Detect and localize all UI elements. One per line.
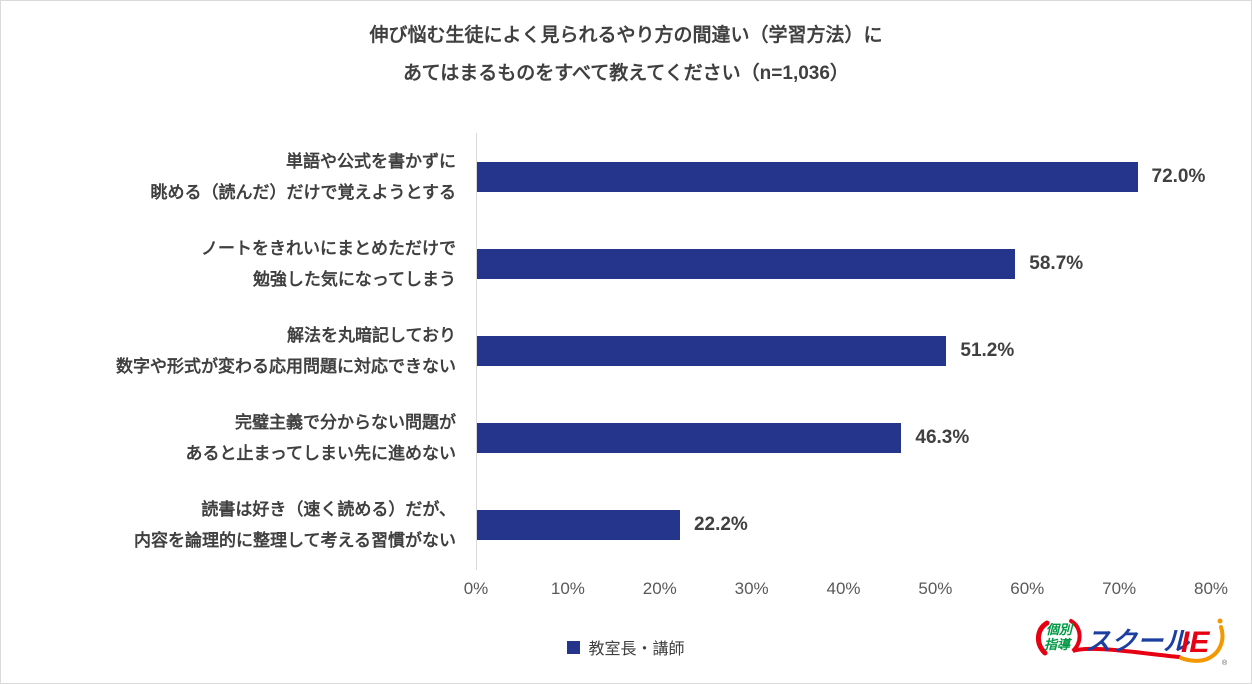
x-axis-tick-label: 0%	[463, 579, 489, 598]
category-label-line: 単語や公式を書かずに	[286, 151, 456, 171]
legend: 教室長・講師	[1, 635, 1251, 659]
x-axis-tick-label: 70%	[1102, 579, 1137, 598]
bar-row: 単語や公式を書かずに眺める（読んだ）だけで覚えようとする 72.0%	[1, 133, 1211, 220]
category-label: 読書は好き（速く読める）だが、内容を論理的に整理して考える習慣がない	[1, 494, 476, 556]
bar-chart-plot-area: 単語や公式を書かずに眺める（読んだ）だけで覚えようとする 72.0% ノートをきれい…	[1, 133, 1211, 568]
school-ie-logo: 個別 指導 スクール IE ®	[1029, 613, 1229, 669]
x-axis: 0% 10% 20% 30% 40% 50% 60% 70% 80%	[464, 579, 1228, 603]
logo-badge-right-paren-swoosh	[1069, 619, 1181, 659]
bar-row: 解法を丸暗記しており数字や形式が変わる応用問題に対応できない 51.2%	[1, 307, 1211, 394]
bar-value-label: 51.2%	[960, 339, 1015, 361]
bar-track: 46.3%	[476, 394, 1211, 481]
logo-badge-left-paren	[1036, 620, 1050, 656]
bar-track: 22.2%	[476, 481, 1211, 568]
x-axis-tick-label: 30%	[734, 579, 769, 598]
bar-track: 51.2%	[476, 307, 1211, 394]
category-label: 解法を丸暗記しており数字や形式が変わる応用問題に対応できない	[1, 320, 476, 382]
bar	[476, 422, 902, 453]
category-label: 単語や公式を書かずに眺める（読んだ）だけで覚えようとする	[1, 146, 476, 208]
y-axis-line	[476, 133, 477, 570]
logo-j-dot	[1217, 618, 1223, 624]
school-ie-logo-graphic: 個別 指導 スクール IE ®	[1036, 618, 1228, 667]
bar-track: 72.0%	[476, 133, 1211, 220]
legend-label: 教室長・講師	[588, 641, 685, 658]
bar-value-label: 46.3%	[915, 426, 970, 448]
logo-badge-text-line2: 指導	[1044, 637, 1072, 652]
chart-title-line2: あてはまるものをすべて教えてください（n=1,036）	[403, 63, 849, 84]
logo-brand-name: スクール	[1085, 626, 1191, 656]
category-label-line: 読書は好き（速く読める）だが、	[201, 499, 456, 519]
x-axis-tick-label: 10%	[550, 579, 585, 598]
category-label-line: ノートをきれいにまとめただけで	[201, 238, 456, 258]
x-axis-tick-label: 80%	[1193, 579, 1229, 598]
category-label-line: 勉強した気になってしまう	[252, 269, 456, 289]
category-label-line: あると止まってしまい先に進めない	[185, 443, 456, 463]
chart-title: 伸び悩む生徒によく見られるやり方の間違い（学習方法）に あてはまるものをすべて教…	[1, 17, 1251, 93]
bar-row: 読書は好き（速く読める）だが、内容を論理的に整理して考える習慣がない 22.2%	[1, 481, 1211, 568]
x-axis-tick-label: 50%	[918, 579, 953, 598]
category-label-line: 完璧主義で分からない問題が	[235, 412, 456, 432]
bar	[476, 248, 1016, 279]
logo-brand-suffix: IE	[1181, 626, 1210, 659]
x-axis-tick-label: 40%	[826, 579, 861, 598]
category-label-line: 眺める（読んだ）だけで覚えようとする	[150, 182, 457, 202]
category-label-line: 解法を丸暗記しており	[287, 325, 456, 345]
category-label: ノートをきれいにまとめただけで勉強した気になってしまう	[1, 233, 476, 295]
logo-badge-text-line1: 個別	[1046, 622, 1074, 637]
bar	[476, 335, 947, 366]
bar	[476, 161, 1138, 192]
x-axis-tick-label: 60%	[1010, 579, 1045, 598]
bar-value-label: 22.2%	[693, 513, 748, 535]
bar-row: ノートをきれいにまとめただけで勉強した気になってしまう 58.7%	[1, 220, 1211, 307]
logo-j-swoosh	[1179, 625, 1225, 663]
bar-value-label: 72.0%	[1151, 165, 1206, 187]
category-label-line: 数字や形式が変わる応用問題に対応できない	[116, 356, 456, 376]
x-axis-tick-label: 20%	[642, 579, 677, 598]
logo-registered-mark: ®	[1222, 659, 1228, 667]
bar-row: 完璧主義で分からない問題があると止まってしまい先に進めない 46.3%	[1, 394, 1211, 481]
bar-value-label: 58.7%	[1029, 252, 1084, 274]
category-label: 完璧主義で分からない問題があると止まってしまい先に進めない	[1, 407, 476, 469]
category-label-line: 内容を論理的に整理して考える習慣がない	[134, 530, 456, 550]
bar	[476, 509, 680, 540]
bar-track: 58.7%	[476, 220, 1211, 307]
chart-title-line1: 伸び悩む生徒によく見られるやり方の間違い（学習方法）に	[369, 25, 883, 46]
legend-swatch	[567, 640, 581, 654]
